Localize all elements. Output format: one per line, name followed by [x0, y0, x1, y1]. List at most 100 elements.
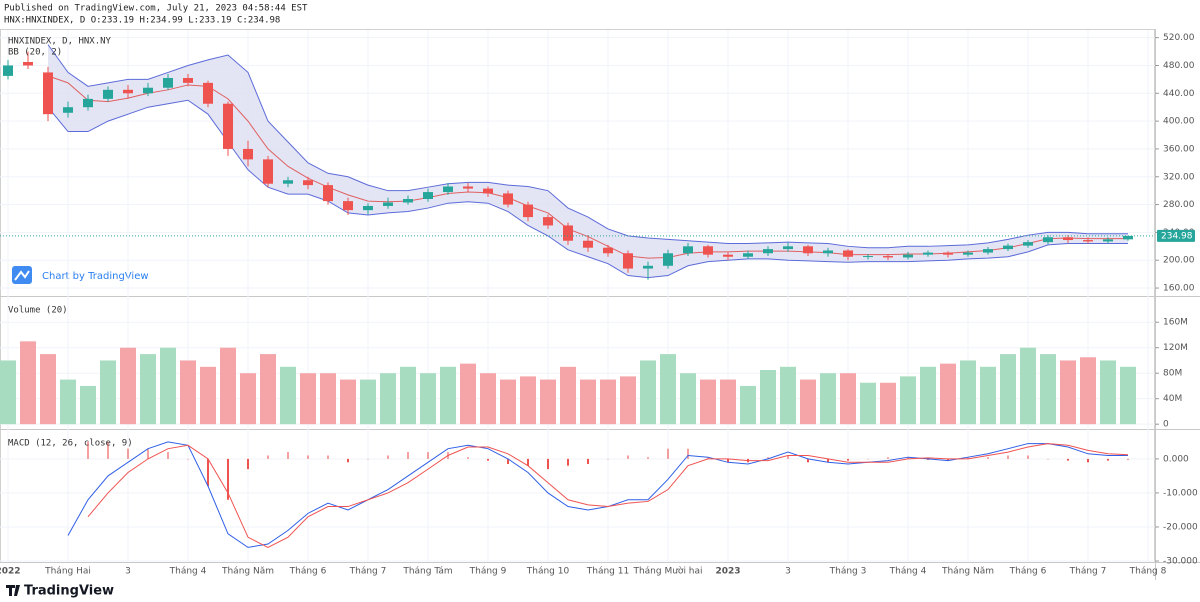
footer-text: TradingView [24, 584, 114, 599]
x-tick-label: Tháng 6 [289, 567, 327, 577]
histogram-bar [207, 458, 209, 487]
volume-bar [980, 366, 996, 425]
candle-body [603, 247, 613, 254]
volume-bar [440, 366, 456, 425]
x-tick-label: Tháng 4 [169, 567, 207, 577]
volume-bar [120, 347, 136, 425]
candle-body [723, 254, 733, 257]
x-tick-label: Tháng 7 [349, 567, 387, 577]
candle-body [323, 185, 333, 202]
x-tick-label: Tháng 4 [889, 567, 927, 577]
y-tick-label: -10.000 [1163, 488, 1198, 498]
x-tick-label: 3 [785, 567, 791, 577]
candle-body [843, 250, 853, 257]
histogram-bar [247, 458, 249, 470]
candle-body [343, 201, 353, 211]
candle-body [583, 240, 593, 248]
x-tick-label: Tháng 3 [829, 567, 867, 577]
histogram-bar [727, 458, 729, 463]
volume-bar [820, 373, 836, 425]
histogram-bar [347, 458, 349, 463]
volume-bar [880, 382, 896, 425]
histogram-bar [1027, 455, 1029, 459]
volume-bar [180, 360, 196, 425]
x-tick-label: Tháng 10 [526, 567, 570, 577]
volume-bar [40, 354, 56, 425]
histogram-bar [287, 452, 289, 459]
volume-bar [640, 360, 656, 425]
x-tick-label: Tháng 8 [1129, 567, 1167, 577]
histogram-bar [407, 452, 409, 459]
pane-title: HNXINDEX, D, HNX.NY [8, 37, 112, 47]
volume-bar [560, 366, 576, 425]
histogram-bar [1107, 458, 1109, 461]
volume-bar [340, 379, 356, 425]
x-tick-label: Tháng 6 [1009, 567, 1047, 577]
volume-bar [620, 376, 636, 425]
volume-bar [220, 347, 236, 425]
volume-bar [840, 373, 856, 425]
last-price-box [1157, 229, 1195, 242]
x-tick-label: Tháng 11 [586, 567, 629, 577]
volume-bar [460, 363, 476, 425]
x-tick-label: 3 [125, 567, 131, 577]
watermark-icon-line [14, 270, 30, 281]
watermark-text: Chart by TradingView [42, 271, 149, 282]
footer-logo: TradingView [6, 584, 114, 599]
y-tick-label: 0.000 [1163, 454, 1189, 464]
candle-body [443, 186, 453, 193]
histogram-bar [107, 441, 109, 459]
candle-body [503, 193, 513, 205]
candle-body [163, 77, 173, 88]
histogram-bar [927, 458, 929, 460]
volume-bar [860, 382, 876, 425]
histogram-bar [327, 455, 329, 459]
candle-body [1043, 237, 1053, 243]
published-line: Published on TradingView.com, July 21, 2… [4, 4, 308, 14]
histogram-bar [367, 458, 369, 460]
x-tick-label: Tháng Hai [44, 567, 91, 577]
histogram-bar [127, 448, 129, 459]
candle-body [783, 246, 793, 250]
histogram-bar [1067, 458, 1069, 461]
candle-body [1123, 235, 1133, 240]
volume-bar [580, 379, 596, 425]
candle-body [643, 265, 653, 269]
volume-bar [100, 360, 116, 425]
signal-line [87, 443, 1129, 548]
volume-bar [320, 373, 336, 425]
candle-body [883, 256, 893, 258]
x-tick-label: Tháng Mười hai [632, 566, 702, 577]
candle-body [543, 217, 553, 226]
volume-bar [1020, 347, 1036, 425]
candle-body [763, 249, 773, 254]
candle-body [103, 89, 113, 99]
candle-body [23, 61, 33, 66]
candle-body [663, 253, 673, 266]
histogram-bar [227, 458, 229, 500]
candle-body [1063, 237, 1073, 241]
histogram-bar [1127, 458, 1129, 460]
y-tick-label: 200.00 [1163, 256, 1195, 266]
candle-body [743, 253, 753, 257]
volume-bar [660, 354, 676, 425]
y-tick-label: -30.000 [1163, 557, 1198, 567]
last-price-label: 234.98 [1161, 231, 1193, 241]
histogram-bar [987, 457, 989, 459]
candle-body [63, 107, 73, 113]
volume-bar [540, 379, 556, 425]
y-tick-label: 280.00 [1163, 200, 1195, 210]
candle-body [823, 250, 833, 254]
volume-bar [400, 366, 416, 425]
volume-bar [780, 366, 796, 425]
x-tick-label: Tháng 9 [469, 567, 507, 577]
candle-body [83, 98, 93, 108]
y-tick-label: 0 [1163, 420, 1169, 430]
x-tick-label: Tháng Năm [941, 567, 994, 577]
y-tick-label: 160M [1163, 318, 1188, 328]
volume-bar [700, 379, 716, 425]
y-tick-label: 400.00 [1163, 117, 1195, 127]
y-tick-label: 520.00 [1163, 33, 1195, 43]
volume-bar [680, 373, 696, 425]
